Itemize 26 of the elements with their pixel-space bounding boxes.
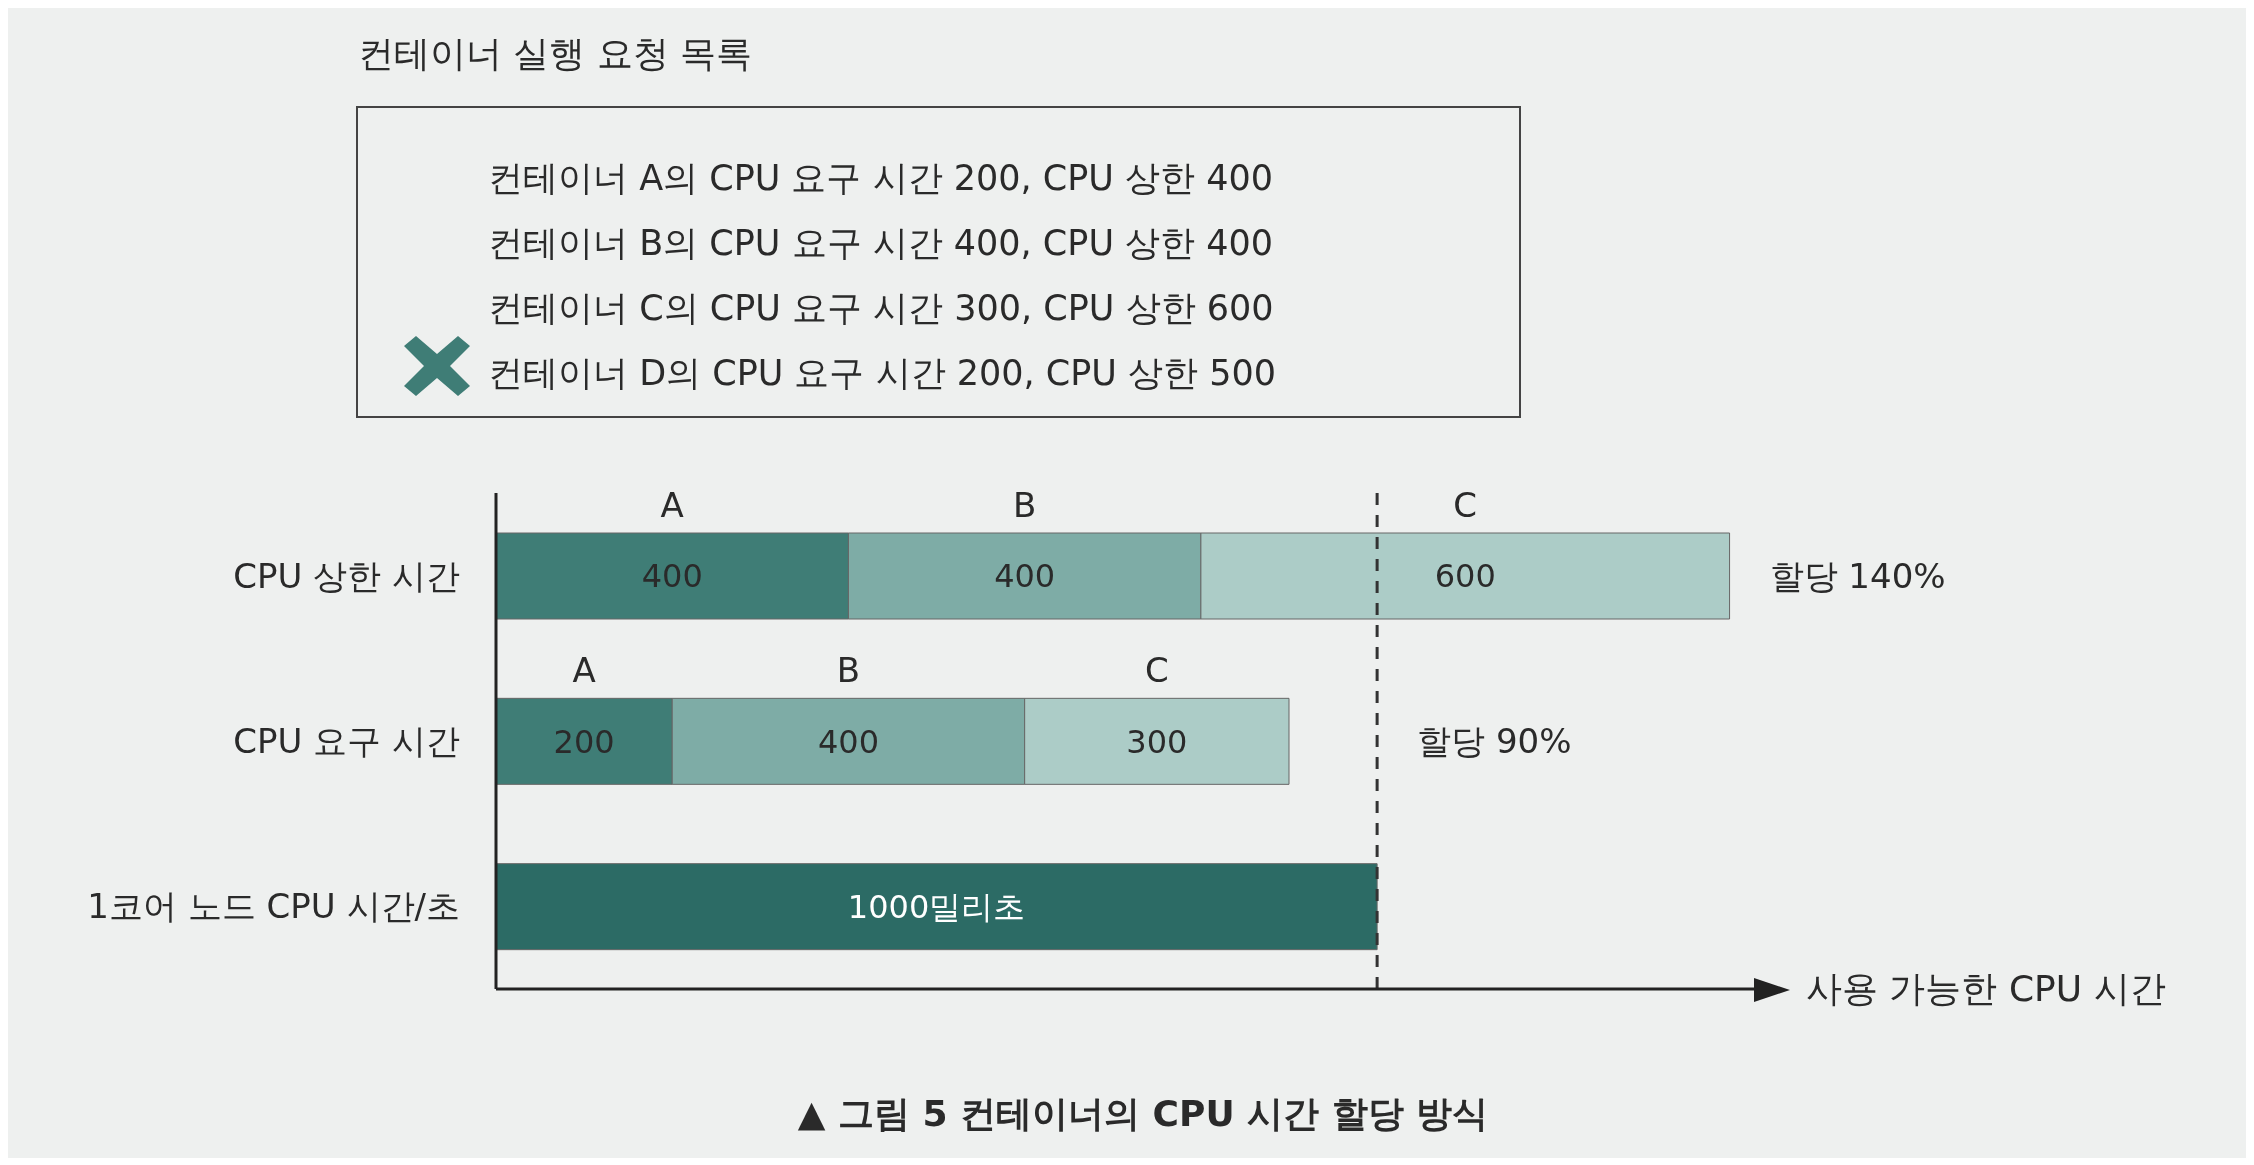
text: 컨테이너 C의 CPU 요구 시간 300, CPU 상한 600 — [488, 287, 1275, 330]
series-label: C — [1453, 485, 1478, 525]
data-label: 300 — [1126, 722, 1188, 761]
y-tick-label: CPU 상한 시간 — [233, 555, 460, 596]
annotation: 할당 140% — [1769, 554, 1946, 598]
text: ▲ 그림 5 컨테이너의 CPU 시간 할당 방식 — [796, 1092, 1490, 1136]
data-label: 600 — [1434, 557, 1496, 596]
text: B — [836, 650, 861, 691]
y-tick-label: 1코어 노드 CPU 시간/초 — [87, 886, 460, 927]
series-label: B — [1013, 485, 1037, 525]
data-label: 400 — [994, 557, 1056, 596]
text: 컨테이너 A의 CPU 요구 시간 200, CPU 상한 400 — [488, 157, 1274, 200]
data-label: 200 — [553, 722, 615, 761]
bar — [496, 863, 1378, 951]
data-label: 400 — [817, 722, 879, 761]
text: 컨테이너 B의 CPU 요구 시간 400, CPU 상한 400 — [488, 222, 1275, 265]
text: A — [572, 650, 596, 691]
data-label: 1000밀리초 — [847, 887, 1026, 926]
text: 컨테이너 D의 CPU 요구 시간 200, CPU 상한 500 — [488, 352, 1277, 395]
text: 컨테이너 실행 요청 목록 — [358, 32, 753, 76]
data-label: 400 — [641, 557, 703, 596]
annotation: 할당 90% — [1417, 720, 1572, 763]
x-axis-title: 사용 가능한 CPU 시간 — [1806, 967, 2166, 1011]
series-label: A — [660, 485, 684, 525]
text: C — [1144, 650, 1169, 691]
y-tick-label: CPU 요구 시간 — [233, 721, 460, 762]
